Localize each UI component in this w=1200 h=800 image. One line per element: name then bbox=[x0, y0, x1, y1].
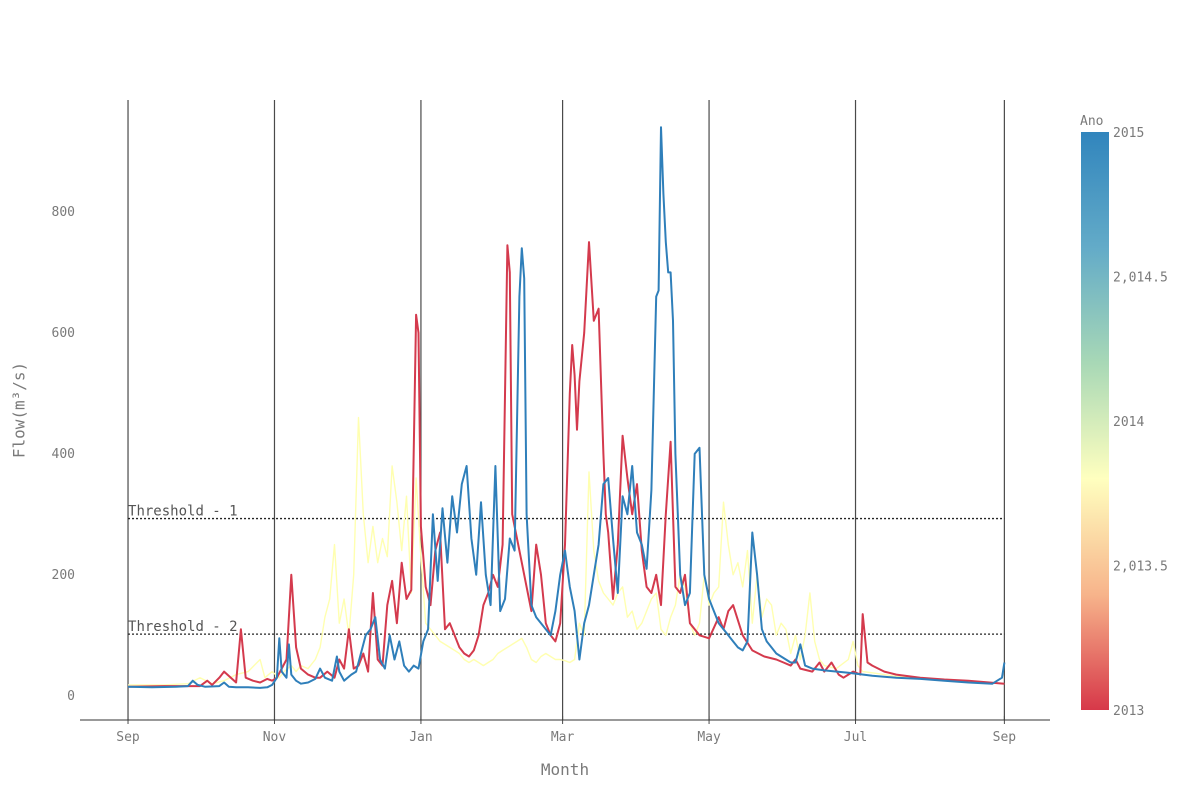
y-tick-label: 800 bbox=[52, 205, 75, 220]
colorbar bbox=[1081, 132, 1109, 710]
y-tick-label: 200 bbox=[52, 568, 75, 583]
series-line-2015 bbox=[127, 126, 1006, 689]
x-tick-label: May bbox=[697, 730, 721, 745]
colorbar-tick-label: 2,014.5 bbox=[1113, 271, 1168, 286]
y-tick-label: 0 bbox=[67, 689, 75, 704]
colorbar-tick-label: 2015 bbox=[1113, 126, 1144, 141]
threshold-label: Threshold - 1 bbox=[128, 504, 238, 520]
x-axis-title: Month bbox=[541, 760, 589, 779]
threshold-lines: Threshold - 1 Threshold - 2 bbox=[128, 504, 1005, 635]
x-tick-label: Jan bbox=[409, 730, 432, 745]
series-line-2014 bbox=[128, 416, 1005, 686]
legend-title: Ano bbox=[1080, 114, 1103, 129]
colorbar-ticks: 2015 2,014.5 2014 2,013.5 2013 bbox=[1113, 126, 1168, 719]
colorbar-legend: Ano 2015 2,014.5 2014 2,013.5 2013 bbox=[1080, 114, 1168, 719]
y-tick-label: 400 bbox=[52, 447, 75, 462]
axes: Sep Nov Jan Mar May Jul Sep 0 200 400 600 800 bbox=[52, 205, 1050, 745]
threshold-label: Threshold - 2 bbox=[128, 619, 238, 635]
colorbar-tick-label: 2014 bbox=[1113, 415, 1144, 430]
x-tick-label: Sep bbox=[993, 730, 1017, 745]
y-tick-label: 600 bbox=[52, 326, 75, 341]
month-gridlines bbox=[127, 100, 1005, 720]
series-line-2013 bbox=[127, 241, 1005, 688]
x-tick-label: Jul bbox=[844, 730, 867, 745]
series-lines bbox=[127, 126, 1006, 689]
colorbar-tick-label: 2013 bbox=[1113, 704, 1144, 719]
x-tick-label: Sep bbox=[116, 730, 140, 745]
colorbar-tick-label: 2,013.5 bbox=[1113, 560, 1168, 575]
x-tick-label: Nov bbox=[263, 730, 287, 745]
y-axis-title: Flow(m³/s) bbox=[10, 362, 29, 458]
x-tick-label: Mar bbox=[551, 730, 575, 745]
